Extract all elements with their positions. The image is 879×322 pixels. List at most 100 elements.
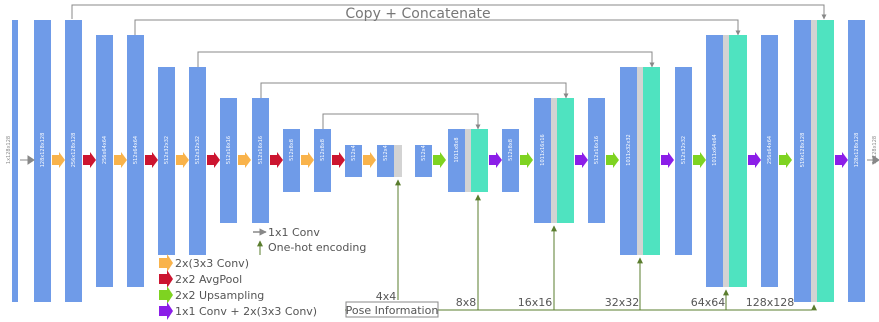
skip-connection-64	[197, 51, 655, 68]
res-label-128x128: 128x128	[746, 296, 795, 309]
dim-label: 512x32x32	[195, 136, 201, 164]
pool-arrow	[145, 152, 158, 168]
legend: 1x1 Conv One-hot encoding 2x(3x3 Conv) 2…	[159, 226, 366, 320]
dim-label: 256x64x64	[102, 136, 108, 164]
operation-arrows	[20, 152, 879, 168]
skip-connection-128	[71, 4, 827, 20]
encoder-block-6	[189, 67, 206, 255]
decoder-concat-16-pose	[551, 98, 557, 223]
conv1x1-arrow	[661, 152, 674, 168]
bottleneck-pose-channel	[394, 145, 402, 177]
legend-1x1conv3x3-label: 1x1 Conv + 2x(3x3 Conv)	[175, 305, 317, 318]
dim-label: 1011x64x64	[712, 134, 718, 165]
dim-label: 256x64x64	[767, 136, 773, 164]
dim-label: 1011x8x8	[454, 137, 460, 162]
upsample-arrow	[433, 152, 446, 168]
legend-avgpool-label: 2x2 AvgPool	[175, 273, 242, 286]
conv1x1-arrow	[835, 152, 848, 168]
dim-label: 1011x32x32	[626, 134, 632, 165]
conv-arrow	[52, 152, 65, 168]
dim-label: 128x128x128	[40, 133, 46, 168]
output-arrow	[867, 155, 879, 165]
decoder-block-16	[588, 98, 605, 223]
res-label-16x16: 16x16	[518, 296, 553, 309]
legend-conv3x3-label: 2x(3x3 Conv)	[175, 257, 249, 270]
encoder-block-4	[127, 35, 144, 287]
decoder-concat-8-copied	[448, 129, 465, 192]
encoder-block-8	[252, 98, 269, 223]
pose-box	[345, 301, 439, 318]
decoder-concat-64-copied	[706, 35, 723, 287]
legend-avgpool-arrow	[159, 270, 173, 288]
dim-label: 512x8x8	[289, 139, 295, 161]
encoder-block-1	[34, 20, 51, 302]
upsample-arrow	[606, 152, 619, 168]
dim-label: 1x128x128	[6, 136, 12, 164]
legend-upsampling-label: 2x2 Upsampling	[175, 289, 264, 302]
upsample-arrow	[779, 152, 792, 168]
conv-arrow	[363, 152, 376, 168]
feature-map-blocks	[12, 20, 865, 302]
legend-1x1conv3x3-arrow	[159, 302, 173, 320]
diagram-title: Copy + Concatenate	[345, 6, 490, 22]
decoder-block-64	[761, 35, 778, 287]
encoder-block-5	[158, 67, 175, 255]
encoder-block-3	[96, 35, 113, 287]
decoder-block-128	[848, 20, 865, 302]
dimension-labels: 1x128x128 128x128x128 256x128x128 256x64…	[6, 133, 878, 168]
dim-label: 512x4x4	[421, 139, 427, 161]
pool-arrow	[270, 152, 283, 168]
decoder-concat-32-copied	[620, 67, 637, 255]
bottleneck-block-2	[377, 145, 394, 177]
conv1x1-arrow	[748, 152, 761, 168]
bottleneck-block-1	[345, 145, 362, 177]
dim-label: 512x8x8	[320, 139, 326, 161]
decoder-concat-128-upsampled	[817, 20, 834, 302]
encoder-block-2	[65, 20, 82, 302]
decoder-concat-16-upsampled	[557, 98, 574, 223]
dim-label: 512x16x16	[594, 136, 600, 164]
conv1x1-arrow	[489, 152, 502, 168]
decoder-concat-8-pose	[465, 129, 471, 192]
conv-arrow	[176, 152, 189, 168]
dim-label: 519x128x128	[800, 133, 806, 168]
decoder-block-32	[675, 67, 692, 255]
decoder-concat-32-upsampled	[643, 67, 660, 255]
skip-connection-32	[260, 82, 569, 99]
decoder-concat-64-pose	[723, 35, 729, 287]
skip-connection-128b	[134, 19, 741, 36]
pool-arrow	[207, 152, 220, 168]
dim-label: 512x4x4	[383, 139, 389, 161]
input-block	[12, 20, 18, 302]
upsample-arrow	[693, 152, 706, 168]
conv1x1-arrow	[575, 152, 588, 168]
dim-label: 256x128x128	[71, 133, 77, 168]
bottleneck-block-3	[415, 145, 432, 177]
dim-label: 512x4x4	[351, 139, 357, 161]
res-label-4x4: 4x4	[376, 290, 397, 303]
res-label-32x32: 32x32	[605, 296, 640, 309]
decoder-concat-64-upsampled	[729, 35, 747, 287]
legend-conv3x3-arrow	[159, 254, 173, 272]
dim-label: 512x32x32	[164, 136, 170, 164]
upsample-arrow	[520, 152, 533, 168]
decoder-concat-128-pose	[811, 20, 817, 302]
skip-connection-8	[322, 113, 481, 130]
skip-connections	[71, 4, 827, 130]
res-label-64x64: 64x64	[691, 296, 726, 309]
dim-label: 128x128x128	[854, 133, 860, 168]
dim-label: 512x64x64	[133, 136, 139, 164]
pose-resolution-labels: 4x4 8x8 16x16 32x32 64x64 128x128	[376, 290, 795, 309]
input-arrow	[20, 155, 35, 165]
pool-arrow	[332, 152, 345, 168]
conv-arrow	[238, 152, 251, 168]
dim-label: 512x16x16	[258, 136, 264, 164]
dim-label: 1x128x128	[872, 136, 878, 164]
conv-arrow	[301, 152, 314, 168]
dim-label: 512x8x8	[508, 139, 514, 161]
res-label-8x8: 8x8	[456, 296, 477, 309]
encoder-block-10	[314, 129, 331, 192]
encoder-block-7	[220, 98, 237, 223]
dim-label: 512x16x16	[226, 136, 232, 164]
